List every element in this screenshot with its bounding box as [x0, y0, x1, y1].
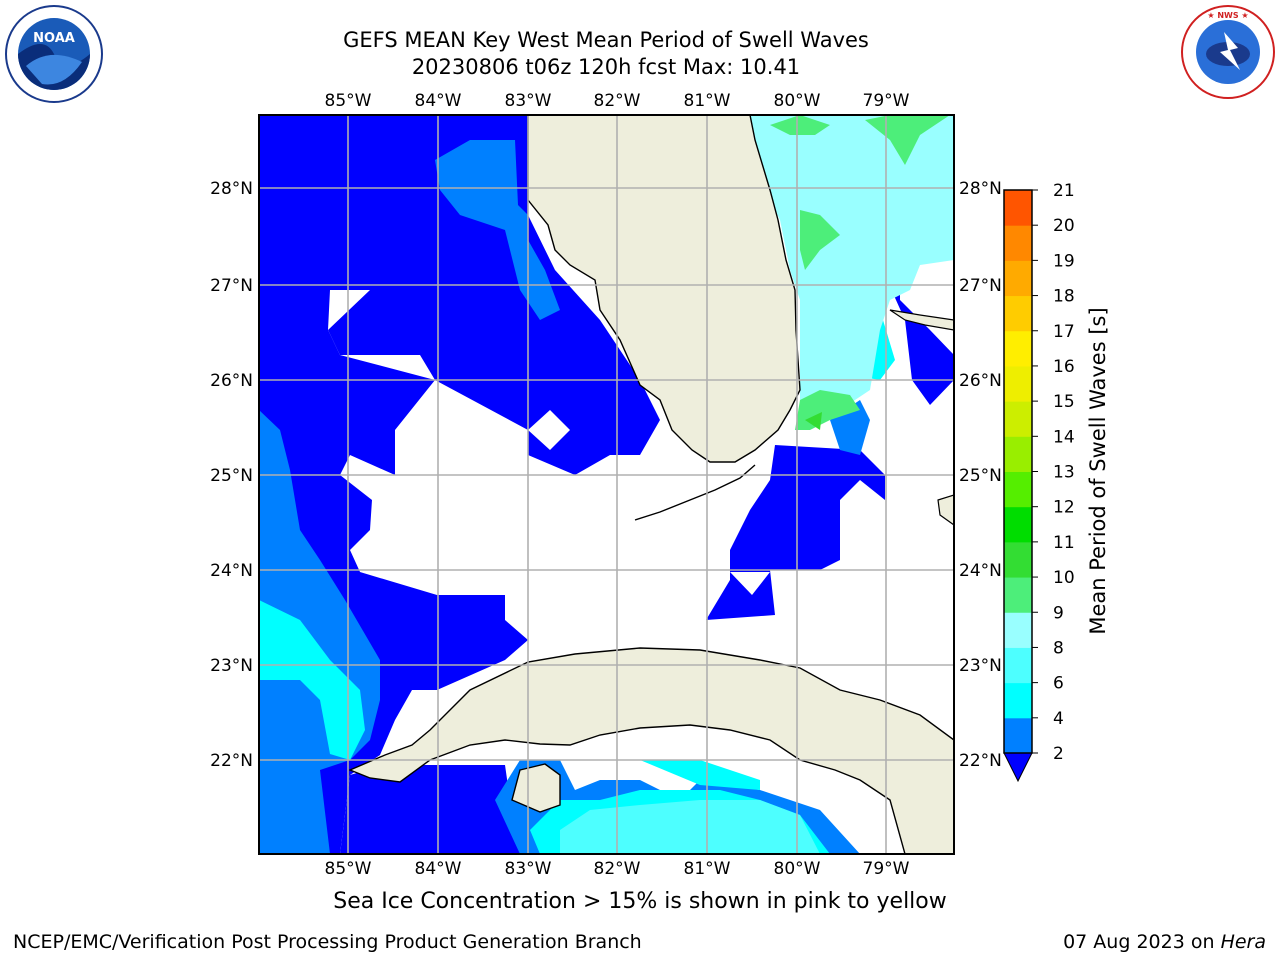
lat-label-right-22: 22°N	[959, 751, 1002, 771]
lon-label-bottom-85: 85°W	[325, 859, 372, 879]
lon-label-top-81: 81°W	[684, 91, 731, 111]
lat-label-left-23: 23°N	[210, 656, 253, 676]
footer-date: 07 Aug 2023 on Hera	[1063, 931, 1266, 953]
colorbar-tick-label: 20	[1053, 216, 1075, 236]
colorbar-tick-label: 2	[1053, 744, 1064, 764]
sea-ice-note: Sea Ice Concentration > 15% is shown in …	[333, 889, 947, 914]
colorbar-tick-label: 19	[1053, 251, 1075, 271]
colorbar-tick-label: 8	[1053, 638, 1064, 658]
svg-text:★ NWS ★: ★ NWS ★	[1207, 11, 1248, 20]
lat-label-left-25: 25°N	[210, 466, 253, 486]
lon-label-bottom-81: 81°W	[684, 859, 731, 879]
lon-label-top-84: 84°W	[415, 91, 462, 111]
lon-label-top-79: 79°W	[863, 91, 910, 111]
lon-label-bottom-84: 84°W	[415, 859, 462, 879]
colorbar-segment	[1004, 401, 1032, 437]
lon-label-top-85: 85°W	[325, 91, 372, 111]
colorbar-tick-label: 15	[1053, 392, 1075, 412]
colorbar-segment	[1004, 647, 1032, 684]
colorbar-tick-label: 17	[1053, 322, 1075, 342]
lon-label-bottom-80: 80°W	[774, 859, 821, 879]
colorbar-tick-label: 12	[1053, 498, 1075, 518]
colorbar-segment	[1004, 330, 1032, 367]
lon-label-bottom-79: 79°W	[863, 859, 910, 879]
colorbar-segment	[1004, 471, 1032, 508]
colorbar-segment	[1004, 436, 1032, 472]
colorbar-tick-label: 18	[1053, 287, 1075, 307]
colorbar-segment	[1004, 577, 1032, 613]
colorbar-tick-label: 10	[1053, 568, 1075, 588]
land-florida	[527, 115, 801, 521]
colorbar-segment	[1004, 717, 1032, 754]
colorbar-tick-label: 21	[1053, 181, 1075, 201]
lat-label-right-23: 23°N	[959, 656, 1002, 676]
colorbar-tick-label: 11	[1053, 533, 1075, 553]
lon-label-top-80: 80°W	[774, 91, 821, 111]
lon-label-top-83: 83°W	[505, 91, 552, 111]
lat-label-right-25: 25°N	[959, 466, 1002, 486]
lat-label-right-26: 26°N	[959, 371, 1002, 391]
lat-label-left-28: 28°N	[210, 179, 253, 199]
lon-label-top-82: 82°W	[594, 91, 641, 111]
land-cuba	[348, 647, 954, 854]
lat-label-left-27: 27°N	[210, 276, 253, 296]
colorbar-tick-label: 9	[1053, 603, 1064, 623]
map-frame	[258, 114, 955, 855]
lat-label-left-24: 24°N	[210, 561, 253, 581]
lat-label-right-24: 24°N	[959, 561, 1002, 581]
lat-label-right-28: 28°N	[959, 179, 1002, 199]
noaa-logo: NOAA	[5, 5, 103, 103]
colorbar-tick-label: 14	[1053, 427, 1075, 447]
colorbar-segment	[1004, 682, 1032, 719]
colorbar-tick-label: 13	[1053, 463, 1075, 483]
colorbar-segment	[1004, 506, 1032, 543]
footer-host: Hera	[1220, 931, 1266, 953]
colorbar-segment	[1004, 225, 1032, 261]
colorbar-extend-arrow	[1003, 752, 1033, 783]
chart-title: GEFS MEAN Key West Mean Period of Swell …	[343, 28, 869, 52]
chart-subtitle: 20230806 t06z 120h fcst Max: 10.41	[411, 55, 801, 79]
lat-label-right-27: 27°N	[959, 276, 1002, 296]
colorbar-tick-label: 6	[1053, 674, 1064, 694]
colorbar-segment	[1004, 190, 1032, 226]
colorbar-segment	[1004, 365, 1032, 402]
lat-label-left-26: 26°N	[210, 371, 253, 391]
colorbar-tick-label: 16	[1053, 357, 1075, 377]
lon-label-bottom-83: 83°W	[505, 859, 552, 879]
graticule	[259, 115, 954, 854]
swell-field-10-11s	[770, 115, 950, 430]
colorbar-segment	[1004, 260, 1032, 297]
noaa-logo-text: NOAA	[33, 31, 75, 46]
colorbar-segment	[1004, 295, 1032, 332]
map-panel	[259, 115, 954, 854]
colorbar: 2 4 6 8 9 10 11 12 13 14 15 16 17 18 19 20 21	[1003, 181, 1075, 783]
footer-credit: NCEP/EMC/Verification Post Processing Pr…	[13, 931, 642, 953]
footer-date-text: 07 Aug 2023 on	[1063, 931, 1215, 953]
lon-label-bottom-82: 82°W	[594, 859, 641, 879]
lat-label-left-22: 22°N	[210, 751, 253, 771]
colorbar-tick-label: 4	[1053, 709, 1064, 729]
land-bahamas	[889, 309, 954, 526]
colorbar-segment	[1004, 541, 1032, 578]
colorbar-segment	[1004, 612, 1032, 648]
nws-logo: ★ NWS ★	[1181, 5, 1275, 99]
colorbar-label: Mean Period of Swell Waves [s]	[1086, 307, 1110, 634]
